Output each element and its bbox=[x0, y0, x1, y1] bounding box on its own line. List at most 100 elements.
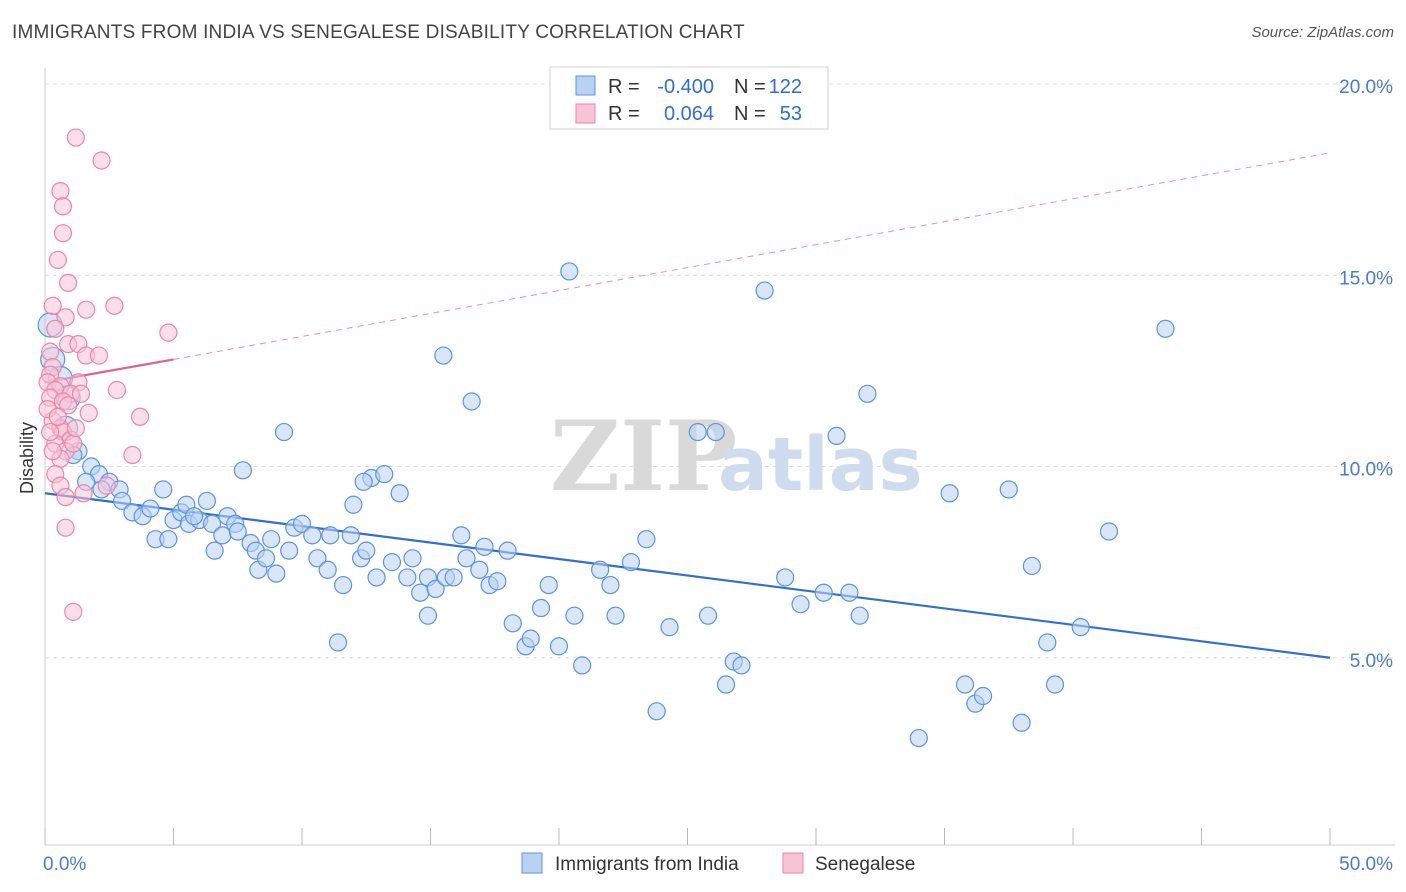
point-india bbox=[539, 575, 558, 595]
legend-r-label: R = bbox=[608, 76, 640, 98]
point-india bbox=[621, 553, 641, 572]
point-india bbox=[827, 426, 846, 445]
point-india bbox=[444, 568, 463, 587]
legend-swatch-senegal bbox=[575, 103, 596, 124]
point-india bbox=[228, 522, 247, 541]
point-senegal bbox=[66, 419, 85, 438]
point-senegal bbox=[48, 250, 67, 270]
point-india bbox=[403, 549, 422, 568]
point-india bbox=[698, 606, 718, 625]
point-senegal bbox=[123, 445, 142, 465]
point-india bbox=[375, 465, 394, 484]
point-senegal bbox=[43, 442, 62, 461]
legend-n-label: N = bbox=[734, 103, 766, 125]
point-india bbox=[1022, 556, 1041, 576]
watermark: ZIP atlas bbox=[550, 400, 923, 513]
x-tick-label: 50.0% bbox=[1339, 854, 1393, 875]
point-india bbox=[367, 568, 386, 587]
point-india bbox=[154, 480, 173, 499]
point-india bbox=[434, 346, 453, 365]
point-india bbox=[531, 598, 551, 618]
point-india bbox=[112, 491, 132, 511]
point-india bbox=[418, 606, 438, 625]
bottom-legend: Immigrants from India Senegalese bbox=[521, 852, 915, 875]
point-senegal bbox=[130, 407, 150, 426]
point-india bbox=[565, 606, 584, 625]
x-tick-labels: 0.0% 50.0% bbox=[43, 854, 1393, 875]
point-india bbox=[688, 422, 707, 442]
point-india bbox=[308, 549, 327, 568]
watermark-zip: ZIP bbox=[550, 400, 737, 513]
point-india bbox=[390, 484, 409, 503]
legend-r-value-senegal: 0.064 bbox=[664, 103, 714, 125]
point-india bbox=[341, 526, 360, 545]
point-senegal bbox=[48, 407, 67, 426]
point-india bbox=[1071, 618, 1090, 637]
point-india bbox=[503, 614, 522, 633]
point-india bbox=[426, 579, 445, 599]
point-senegal bbox=[53, 224, 73, 243]
point-senegal bbox=[56, 488, 75, 507]
point-india bbox=[141, 499, 160, 518]
point-india bbox=[955, 675, 975, 694]
y-tick-label: 20.0% bbox=[1339, 77, 1393, 98]
y-tick-label: 15.0% bbox=[1339, 268, 1393, 289]
point-india bbox=[267, 564, 286, 583]
point-india bbox=[560, 262, 579, 281]
point-india bbox=[354, 472, 373, 491]
point-india bbox=[233, 461, 252, 480]
point-senegal bbox=[74, 484, 93, 503]
point-senegal bbox=[59, 396, 78, 415]
point-india bbox=[850, 606, 869, 625]
point-india bbox=[791, 595, 810, 614]
legend: R = -0.400 N = 122 R = 0.064 N = 53 bbox=[549, 66, 829, 130]
point-india bbox=[197, 491, 217, 511]
point-india bbox=[606, 606, 625, 625]
point-india bbox=[814, 583, 833, 602]
point-india bbox=[328, 633, 348, 652]
point-india bbox=[716, 675, 736, 694]
point-india bbox=[755, 281, 774, 300]
point-senegal bbox=[89, 346, 109, 365]
point-senegal bbox=[107, 380, 127, 400]
point-india bbox=[256, 549, 276, 568]
point-india bbox=[488, 572, 507, 591]
point-india bbox=[344, 495, 363, 514]
point-senegal bbox=[159, 323, 178, 342]
point-india bbox=[637, 530, 656, 549]
point-senegal bbox=[64, 434, 83, 453]
point-india bbox=[462, 392, 481, 411]
point-india bbox=[280, 541, 299, 560]
point-senegal bbox=[92, 151, 111, 170]
point-india bbox=[184, 507, 204, 526]
chart-title: IMMIGRANTS FROM INDIA VS SENEGALESE DISA… bbox=[12, 22, 745, 43]
point-india bbox=[411, 583, 430, 602]
point-india bbox=[398, 568, 417, 587]
point-india bbox=[303, 526, 322, 545]
legend-r-label: R = bbox=[608, 103, 640, 125]
point-senegal bbox=[79, 403, 98, 423]
point-india bbox=[382, 553, 402, 572]
point-india bbox=[840, 583, 859, 602]
point-india bbox=[660, 618, 679, 637]
point-india bbox=[262, 530, 281, 549]
point-india bbox=[334, 575, 353, 595]
point-india bbox=[573, 656, 592, 675]
point-senegal bbox=[97, 476, 116, 495]
axes bbox=[44, 68, 1395, 846]
source-credit: Source: ZipAtlas.com bbox=[1251, 24, 1394, 41]
point-india bbox=[647, 702, 666, 721]
bottom-legend-india: Immigrants from India bbox=[555, 854, 739, 875]
point-senegal bbox=[77, 300, 96, 319]
point-senegal bbox=[51, 182, 70, 201]
point-india bbox=[457, 549, 476, 568]
legend-n-value-senegal: 53 bbox=[780, 103, 802, 125]
legend-n-label: N = bbox=[734, 76, 766, 98]
point-india bbox=[1045, 675, 1065, 694]
point-india bbox=[1156, 319, 1175, 338]
point-india bbox=[292, 514, 312, 533]
point-senegal bbox=[105, 296, 124, 315]
point-india bbox=[321, 526, 340, 545]
point-senegal bbox=[56, 518, 75, 537]
